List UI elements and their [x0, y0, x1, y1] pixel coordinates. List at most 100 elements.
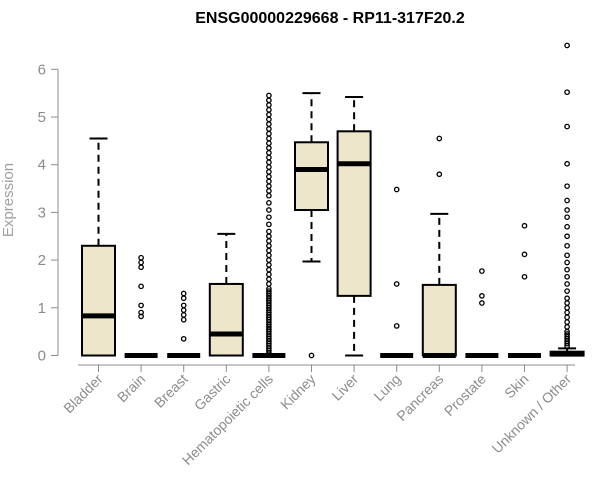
outlier-point — [564, 273, 570, 280]
outlier-point — [393, 323, 400, 329]
outlier-point — [266, 149, 272, 156]
x-tick-label: Unknown / Other — [489, 371, 575, 457]
outlier-point — [521, 273, 528, 280]
outlier-point — [266, 154, 272, 161]
outlier-point — [266, 214, 272, 221]
box-bladder — [81, 137, 116, 357]
y-tick-label: 0 — [38, 348, 46, 365]
outlier-point — [564, 207, 570, 213]
y-tick-label: 6 — [38, 61, 46, 78]
x-tick-label: Lung — [370, 371, 403, 404]
outlier-point — [266, 130, 272, 137]
outlier-point — [138, 309, 144, 316]
outlier-point — [266, 238, 272, 244]
chart-title: ENSG00000229668 - RP11-317F20.2 — [195, 10, 465, 27]
outlier-point — [564, 183, 570, 190]
x-tick-label: Gastric — [191, 371, 234, 414]
outlier-point — [436, 135, 443, 142]
outlier-point — [180, 316, 187, 323]
outlier-point — [266, 145, 272, 151]
outlier-point — [564, 89, 570, 96]
box-brain — [124, 254, 158, 358]
outlier-point — [138, 264, 144, 271]
box-lung — [380, 186, 414, 358]
outlier-point — [564, 252, 570, 259]
outlier-point — [564, 300, 570, 306]
x-tick-label: Liver — [328, 371, 361, 404]
outlier-point — [266, 178, 272, 185]
outlier-point — [266, 102, 272, 108]
y-tick-label: 3 — [38, 204, 46, 221]
outlier-point — [308, 352, 315, 359]
outlier-point — [564, 309, 570, 316]
outlier-point — [266, 164, 272, 170]
outlier-point — [521, 222, 528, 229]
outlier-point — [266, 276, 272, 283]
outlier-point — [266, 116, 272, 123]
outlier-point — [436, 171, 443, 178]
outlier-point — [266, 159, 272, 166]
outlier-point — [266, 183, 272, 190]
outlier-point — [564, 214, 570, 221]
outlier-point — [266, 192, 272, 199]
outlier-point — [138, 254, 144, 261]
outlier-point — [479, 293, 485, 299]
box-liver — [336, 95, 372, 357]
outlier-point — [564, 266, 570, 273]
box-breast — [167, 290, 201, 358]
box-iqr — [294, 141, 329, 212]
box-prostate — [465, 268, 499, 358]
x-tick-label: Prostate — [441, 371, 489, 419]
y-tick-label: 1 — [38, 300, 46, 317]
x-tick-label: Skin — [501, 371, 532, 402]
outlier-point — [180, 295, 187, 302]
box-gastric — [208, 232, 244, 357]
y-tick-label: 2 — [38, 252, 46, 269]
outlier-point — [266, 126, 272, 132]
outlier-point — [266, 97, 272, 104]
outlier-point — [266, 92, 272, 99]
outlier-point — [393, 281, 400, 287]
box-pancreas — [421, 135, 457, 358]
outlier-point — [564, 233, 570, 240]
x-tick-label: Pancreas — [393, 371, 446, 424]
box-skin — [508, 222, 541, 358]
outlier-point — [564, 160, 570, 167]
x-tick-label: Breast — [151, 371, 191, 411]
outlier-point — [266, 173, 272, 180]
box-iqr — [336, 130, 372, 297]
outlier-point — [266, 233, 272, 240]
box-hematopoietic-cells — [252, 92, 286, 358]
outlier-point — [180, 307, 187, 314]
outlier-point — [564, 42, 570, 49]
outlier-point — [564, 295, 570, 302]
outlier-point — [266, 121, 272, 128]
outlier-point — [266, 242, 272, 249]
outlier-point — [266, 288, 272, 294]
outlier-point — [564, 197, 570, 204]
outlier-point — [266, 262, 272, 268]
outlier-point — [564, 314, 570, 321]
outlier-point — [266, 228, 272, 235]
y-tick-label: 5 — [38, 109, 46, 126]
y-tick-label: 4 — [38, 157, 46, 174]
x-tick-label: Brain — [114, 371, 148, 405]
outlier-point — [266, 111, 272, 118]
y-axis-label: Expression — [0, 163, 17, 237]
box-iqr — [421, 283, 457, 357]
outlier-point — [564, 304, 570, 311]
outlier-point — [266, 140, 272, 147]
x-tick-label: Bladder — [60, 371, 106, 417]
outlier-point — [564, 281, 570, 287]
outlier-point — [564, 288, 570, 294]
outlier-point — [564, 324, 570, 330]
outlier-point — [266, 281, 272, 287]
outlier-point — [564, 259, 570, 266]
outlier-point — [266, 207, 272, 213]
outlier-point — [564, 242, 570, 249]
outlier-point — [564, 123, 570, 130]
outlier-point — [138, 283, 144, 290]
outlier-point — [266, 221, 272, 228]
outlier-point — [266, 252, 272, 259]
outlier-point — [138, 302, 144, 309]
